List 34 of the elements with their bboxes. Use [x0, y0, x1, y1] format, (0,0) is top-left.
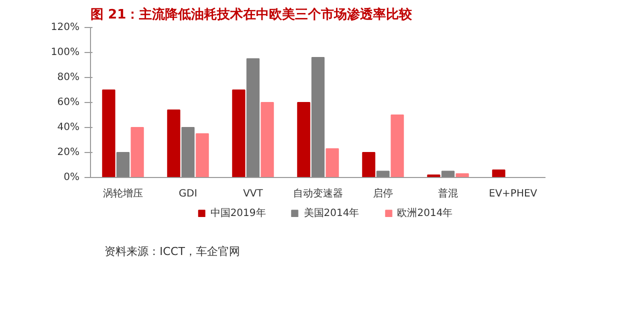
- y-tick-label: 20%: [57, 147, 80, 158]
- x-tick-label: EV+PHEV: [488, 188, 538, 200]
- bar: [196, 133, 209, 178]
- chart-title: 图 21：主流降低油耗技术在中欧美三个市场渗透率比较: [90, 6, 414, 22]
- y-tick-label: 120%: [50, 22, 80, 33]
- bar: [492, 170, 506, 178]
- y-tick-label: 0%: [64, 172, 80, 183]
- bar: [167, 110, 180, 178]
- legend-label: 美国2014年: [304, 206, 360, 220]
- legend-label: 中国2019年: [210, 206, 266, 220]
- y-tick-label: 80%: [57, 72, 80, 83]
- bar: [260, 102, 274, 178]
- x-tick-label: VVT: [243, 188, 264, 200]
- legend-label: 欧洲2014年: [397, 206, 453, 220]
- bar: [297, 102, 310, 178]
- text: 资料来源：ICCT，车企官网: [104, 244, 240, 258]
- x-tick-label: 普混: [438, 188, 458, 200]
- bar: [130, 127, 144, 178]
- bar: [311, 57, 325, 178]
- x-tick-label: 启停: [373, 188, 393, 200]
- x-tick-label: 涡轮增压: [103, 188, 143, 200]
- bar: [246, 58, 260, 178]
- bar: [181, 127, 195, 178]
- bar: [362, 152, 376, 178]
- bar: [326, 148, 339, 178]
- y-tick-label: 60%: [57, 97, 80, 108]
- y-tick-label: 100%: [50, 47, 80, 58]
- x-tick-label: 自动变速器: [293, 188, 343, 200]
- bar: [390, 114, 404, 178]
- bar: [102, 90, 116, 178]
- x-tick-label: GDI: [178, 188, 198, 200]
- bar: [116, 152, 130, 178]
- y-tick-label: 40%: [57, 122, 80, 133]
- bar: [232, 90, 246, 178]
